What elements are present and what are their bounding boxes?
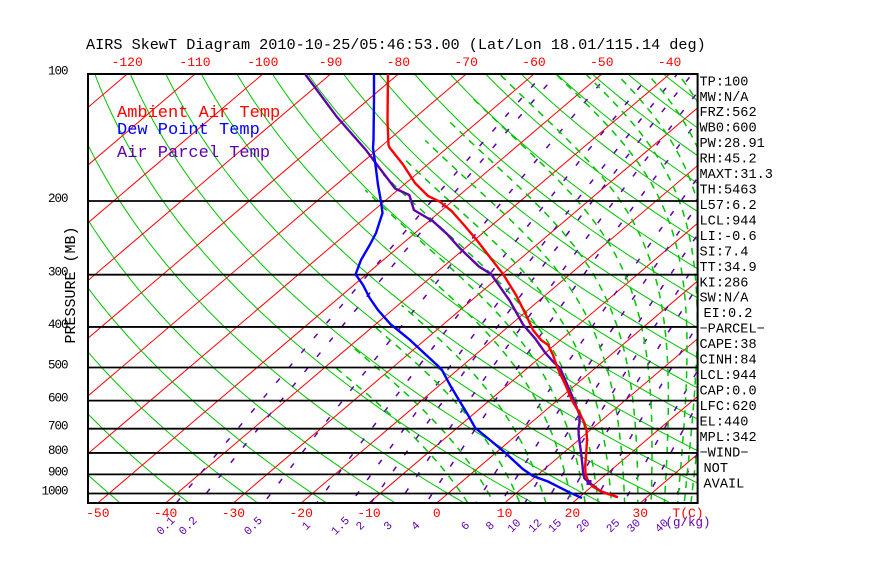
svg-text:-110: -110 (179, 55, 210, 70)
svg-text:200: 200 (48, 192, 68, 206)
svg-text:TH:5463: TH:5463 (700, 184, 757, 199)
svg-text:MPL:342: MPL:342 (700, 431, 757, 446)
svg-text:-100: -100 (247, 55, 278, 70)
svg-text:−PARCEL−: −PARCEL− (700, 323, 765, 338)
svg-text:100: 100 (48, 65, 68, 79)
svg-text:CINH:84: CINH:84 (700, 354, 757, 369)
svg-text:-50: -50 (590, 55, 613, 70)
svg-text:CAP:0.0: CAP:0.0 (700, 385, 757, 400)
svg-text:CAPE:38: CAPE:38 (700, 338, 757, 353)
svg-text:-30: -30 (222, 506, 245, 521)
svg-text:-40: -40 (154, 506, 177, 521)
svg-text:LI:-0.6: LI:-0.6 (700, 230, 757, 245)
svg-text:AIRS SkewT Diagram 2010-10-25/: AIRS SkewT Diagram 2010-10-25/05:46:53.0… (86, 36, 706, 54)
svg-text:EL:440: EL:440 (700, 415, 749, 430)
svg-text:-120: -120 (112, 55, 143, 70)
svg-text:Ambient Air Temp: Ambient Air Temp (117, 104, 280, 123)
svg-text:AVAIL: AVAIL (704, 477, 745, 492)
svg-text:400: 400 (48, 318, 68, 332)
svg-text:300: 300 (48, 266, 68, 280)
svg-text:Dew Point Temp: Dew Point Temp (117, 121, 260, 140)
svg-text:1000: 1000 (41, 485, 68, 499)
svg-text:0: 0 (433, 506, 441, 521)
svg-text:EI:0.2: EI:0.2 (704, 307, 753, 322)
svg-text:−WIND−: −WIND− (700, 446, 749, 461)
svg-text:-60: -60 (522, 55, 545, 70)
svg-text:TP:100: TP:100 (700, 75, 749, 90)
svg-text:MAXT:31.3: MAXT:31.3 (700, 168, 773, 183)
svg-text:-80: -80 (387, 55, 410, 70)
svg-text:30: 30 (632, 506, 648, 521)
svg-text:LCL:944: LCL:944 (700, 214, 757, 229)
svg-text:10: 10 (497, 506, 513, 521)
svg-text:(g/kg): (g/kg) (665, 516, 710, 530)
svg-text:800: 800 (48, 444, 68, 458)
svg-text:KI:286: KI:286 (700, 276, 749, 291)
svg-text:PRESSURE (MB): PRESSURE (MB) (63, 226, 80, 343)
svg-text:NOT: NOT (704, 462, 728, 477)
svg-text:SI:7.4: SI:7.4 (700, 245, 749, 260)
svg-text:TT:34.9: TT:34.9 (700, 261, 757, 276)
svg-text:T(C): T(C) (672, 506, 703, 521)
svg-text:-50: -50 (86, 506, 109, 521)
svg-text:WB0:600: WB0:600 (700, 122, 757, 137)
svg-text:LCL:944: LCL:944 (700, 369, 757, 384)
svg-text:500: 500 (48, 359, 68, 373)
svg-text:900: 900 (48, 465, 68, 479)
svg-text:600: 600 (48, 392, 68, 406)
svg-text:FRZ:562: FRZ:562 (700, 106, 757, 121)
svg-text:700: 700 (48, 420, 68, 434)
svg-text:RH:45.2: RH:45.2 (700, 153, 757, 168)
svg-text:PW:28.91: PW:28.91 (700, 137, 765, 152)
svg-text:Air Parcel Temp: Air Parcel Temp (117, 144, 270, 163)
svg-text:20: 20 (565, 506, 581, 521)
svg-text:-70: -70 (454, 55, 477, 70)
svg-text:-40: -40 (658, 55, 681, 70)
svg-text:MW:N/A: MW:N/A (700, 91, 750, 106)
svg-text:LFC:620: LFC:620 (700, 400, 757, 415)
svg-text:-20: -20 (289, 506, 312, 521)
svg-text:-10: -10 (357, 506, 380, 521)
svg-text:L57:6.2: L57:6.2 (700, 199, 757, 214)
svg-text:SW:N/A: SW:N/A (700, 292, 750, 307)
svg-text:-90: -90 (319, 55, 342, 70)
